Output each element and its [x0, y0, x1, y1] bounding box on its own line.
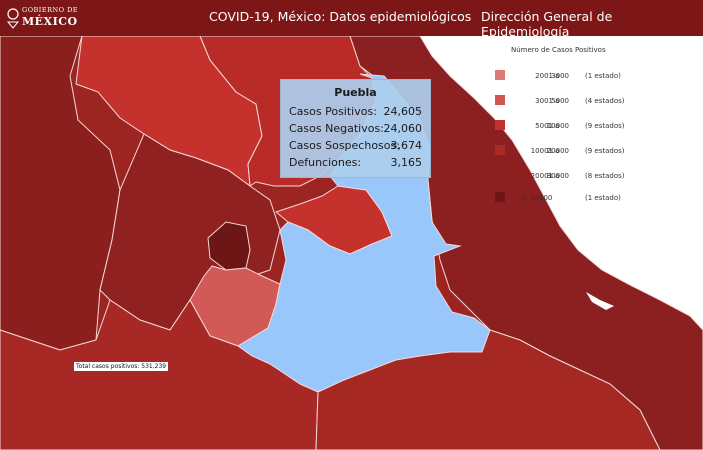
state-capital[interactable] [207, 221, 251, 271]
legend-row: 20001 a 80000 (8 estados) [485, 170, 695, 184]
coast-lagoon [586, 292, 614, 310]
legend-swatch [495, 170, 505, 180]
legend-range-sep: a [555, 122, 560, 130]
legend-range-low: 10001 [530, 147, 553, 155]
legend-swatch [495, 70, 505, 80]
tooltip-label: Defunciones: [289, 156, 362, 169]
tooltip-value: 3,674 [390, 139, 423, 152]
legend-range-high: 5000 [551, 97, 569, 105]
legend-count: (4 estados) [585, 97, 625, 105]
legend-title: Número de Casos Positivos [511, 46, 606, 54]
tooltip-row: Defunciones: 3,165 [289, 156, 422, 172]
legend-range-sep: a [555, 97, 560, 105]
legend-row: 3001 a 5000 (4 estados) [485, 95, 695, 109]
header-bar: GOBIERNO DE MÉXICO COVID-19, México: Dat… [0, 0, 703, 39]
legend-count: (1 estado) [585, 194, 621, 202]
legend-count: (8 estados) [585, 172, 625, 180]
legend-swatch [495, 95, 505, 105]
legend-range-high: 3000 [551, 72, 569, 80]
gulf-of-mexico [420, 36, 703, 330]
tooltip-label: Casos Sospechosos: [289, 139, 400, 152]
page-title: COVID-19, México: Datos epidemiológicos [209, 9, 472, 24]
legend-count: (9 estados) [585, 122, 625, 130]
legend-row: 5001 a 10000 (9 estados) [485, 120, 695, 134]
legend-range-low: 3001 [535, 97, 553, 105]
tooltip-row: Casos Negativos: 24,060 [289, 122, 422, 138]
tooltip-value: 24,605 [383, 105, 423, 118]
legend: Número de Casos Positivos 2001 a 3000 (1… [485, 40, 695, 210]
legend-swatch [495, 192, 505, 202]
legend-range-low: 2001 [535, 72, 553, 80]
tooltip-value: 24,060 [383, 122, 423, 135]
legend-range-high: 20000 [546, 147, 569, 155]
legend-count: (1 estado) [585, 72, 621, 80]
legend-range-high: 10000 [546, 122, 569, 130]
legend-swatch [495, 120, 505, 130]
legend-range-sep: a [555, 147, 560, 155]
state-south-west[interactable] [0, 299, 319, 450]
legend-row: 2001 a 3000 (1 estado) [485, 70, 695, 84]
logo-text-line1: GOBIERNO DE [22, 6, 79, 14]
legend-range-sep: a [555, 172, 560, 180]
state-tooltip: Puebla Casos Positivos: 24,605 Casos Neg… [280, 79, 431, 178]
tooltip-row: Casos Sospechosos: 3,674 [289, 139, 422, 155]
government-logo: GOBIERNO DE MÉXICO [6, 4, 86, 32]
eagle-icon [6, 8, 20, 29]
legend-range-low: 20001 [530, 172, 553, 180]
organization-name: Dirección General de Epidemiología [481, 9, 613, 39]
tooltip-label: Casos Negativos: [289, 122, 384, 135]
legend-swatch [495, 145, 505, 155]
tooltip-state-name: Puebla [334, 86, 377, 99]
state-oaxaca[interactable] [315, 329, 661, 450]
tooltip-row: Casos Positivos: 24,605 [289, 105, 422, 121]
legend-range-low: 5001 [535, 122, 553, 130]
legend-row: > 80000 (1 estado) [485, 192, 695, 206]
legend-range-low: > 80000 [522, 194, 553, 202]
tooltip-label: Casos Positivos: [289, 105, 377, 118]
legend-count: (9 estados) [585, 147, 625, 155]
legend-range-high: 80000 [546, 172, 569, 180]
logo-text-line2: MÉXICO [22, 15, 78, 28]
legend-row: 10001 a 20000 (9 estados) [485, 145, 695, 159]
legend-range-sep: a [555, 72, 560, 80]
tooltip-value: 3,165 [390, 156, 423, 169]
total-cases-label: Total casos positivos: 531,239 [74, 362, 169, 371]
